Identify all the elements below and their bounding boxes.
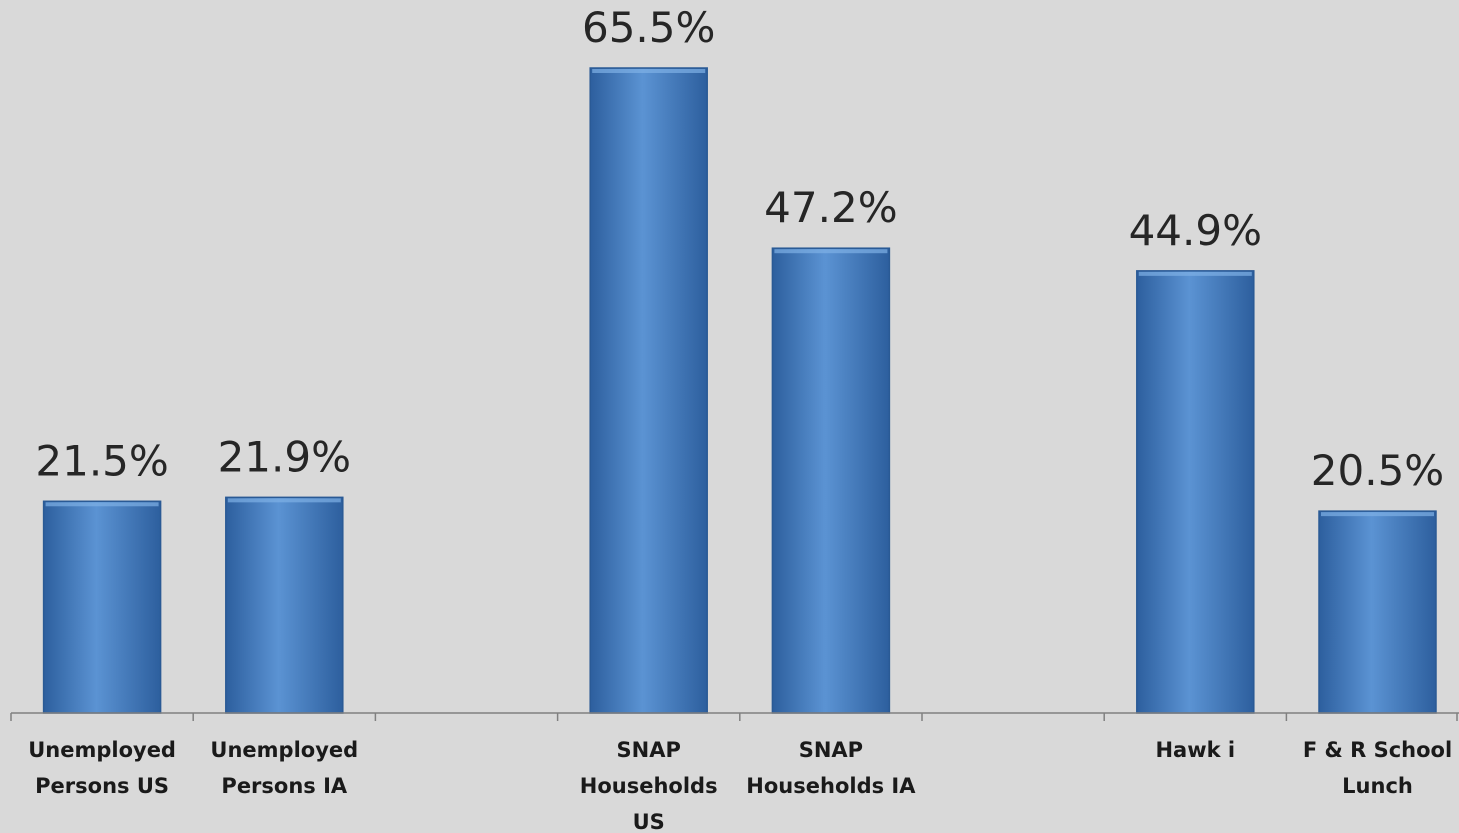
category-label: Hawk i <box>1155 738 1235 762</box>
category-label: Unemployed <box>28 738 176 762</box>
value-label: 21.5% <box>35 436 168 485</box>
bar-highlight <box>592 69 706 73</box>
category-label: F & R School <box>1303 738 1452 762</box>
category-labels: Unemployed Persons US Unemployed Persons IA… <box>28 738 1452 833</box>
category-label: Persons US <box>35 774 169 798</box>
bar-highlight <box>227 498 341 503</box>
category-label: Unemployed <box>210 738 358 762</box>
bar-highlight <box>1321 512 1434 517</box>
bar-highlight <box>1138 271 1252 276</box>
bar-highlight <box>45 502 159 507</box>
bar <box>771 247 891 714</box>
value-labels: 21.5% 21.9% 65.5% 47.2% 44.9% 20.5% <box>35 3 1444 495</box>
bars <box>42 67 1437 714</box>
category-label: SNAP <box>617 738 681 762</box>
bar <box>1318 510 1437 714</box>
value-label: 47.2% <box>764 183 897 232</box>
value-label: 65.5% <box>582 3 715 52</box>
category-label: Households IA <box>746 774 916 798</box>
bar <box>42 500 162 714</box>
bar <box>589 67 708 714</box>
bar-highlight <box>774 249 888 254</box>
category-label: Lunch <box>1342 774 1413 798</box>
bar <box>225 496 344 714</box>
category-label: US <box>633 810 665 833</box>
category-label: Households <box>580 774 718 798</box>
category-label: SNAP <box>799 738 863 762</box>
x-axis <box>10 712 1459 721</box>
category-label: Persons IA <box>221 774 347 798</box>
value-label: 20.5% <box>1311 446 1444 495</box>
bar <box>1136 270 1255 714</box>
value-label: 44.9% <box>1129 206 1262 255</box>
value-label: 21.9% <box>218 432 351 481</box>
